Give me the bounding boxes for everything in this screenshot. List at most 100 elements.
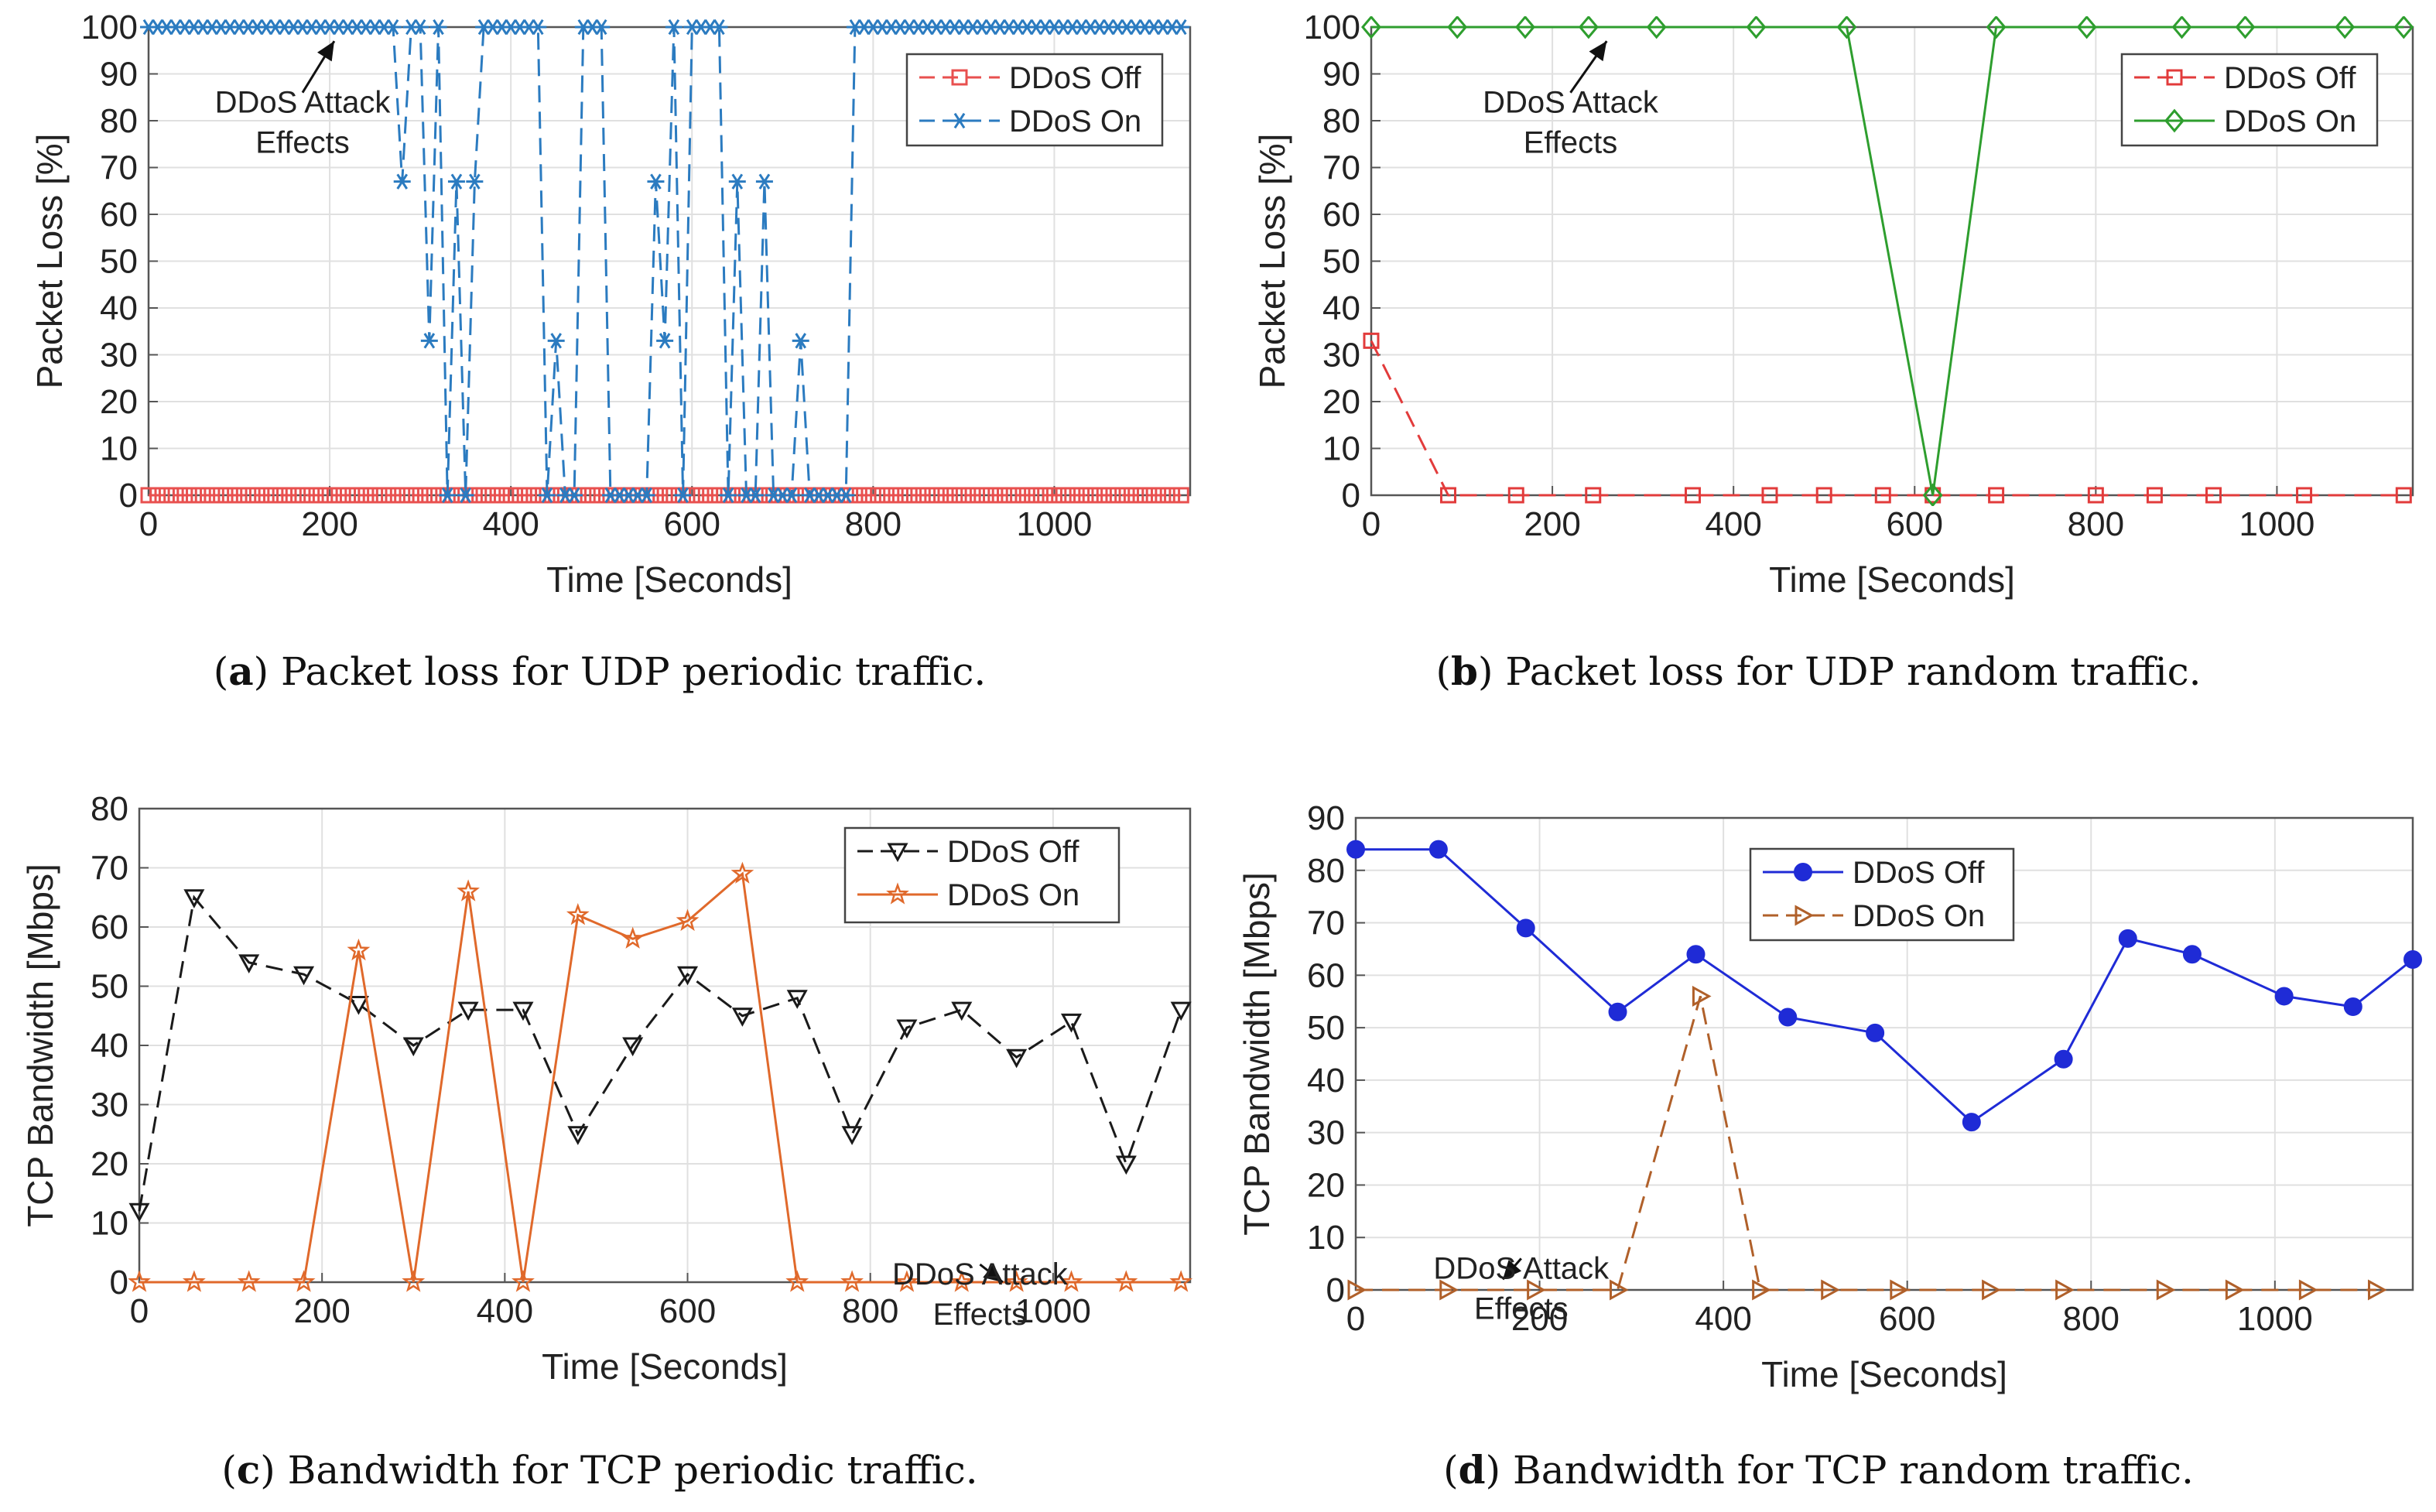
- y-tick-label: 20: [1322, 383, 1360, 421]
- data-point-ddos-on: [656, 333, 674, 349]
- data-point-ddos-off: [2395, 487, 2412, 504]
- x-axis-label: Time [Seconds]: [546, 559, 792, 600]
- axes-box: [1354, 816, 2414, 1291]
- data-point-ddos-on: [710, 19, 728, 36]
- y-tick-label: 50: [1322, 243, 1360, 281]
- series-line-ddos-off: [1370, 340, 2404, 497]
- y-axis-label: Packet Loss [%]: [29, 134, 70, 389]
- data-point-ddos-on: [447, 173, 465, 190]
- data-point-ddos-off: [158, 487, 175, 504]
- legend: DDoS Off DDoS On: [2120, 53, 2379, 147]
- legend-label: DDoS On: [1009, 104, 1141, 139]
- data-point-ddos-off: [693, 487, 710, 504]
- data-point-ddos-off: [622, 1037, 644, 1057]
- data-point-ddos-off: [402, 487, 419, 504]
- data-point-ddos-off: [1073, 487, 1090, 504]
- series-line-ddos-on: [1356, 995, 2376, 1291]
- data-point-ddos-off: [511, 487, 529, 504]
- data-point-ddos-on: [2055, 1279, 2075, 1301]
- y-tick-label: 100: [1304, 9, 1360, 46]
- y-tick-label: 90: [1307, 799, 1345, 837]
- y-tick-label: 100: [81, 9, 138, 46]
- y-tick-label: 80: [1307, 852, 1345, 890]
- data-point-ddos-off: [1346, 840, 1365, 859]
- y-axis-label: TCP Bandwidth [Mbps]: [1237, 872, 1277, 1236]
- data-point-ddos-off: [973, 487, 990, 504]
- x-tick-label: 0: [130, 1292, 149, 1330]
- data-point-ddos-off: [1091, 487, 1108, 504]
- y-tick-label: 20: [100, 383, 138, 421]
- data-point-ddos-off: [1115, 1155, 1137, 1175]
- data-point-ddos-on: [538, 487, 556, 504]
- data-point-ddos-off: [128, 1202, 150, 1223]
- legend-box: [1749, 847, 2015, 942]
- data-point-ddos-off: [294, 487, 311, 504]
- caption-b-text: ) Packet loss for UDP random traffic.: [1477, 649, 2202, 694]
- data-point-ddos-off: [238, 954, 260, 974]
- data-point-ddos-on: [385, 19, 402, 36]
- data-point-ddos-off: [919, 487, 936, 504]
- data-point-ddos-on: [1347, 1279, 1367, 1301]
- y-tick-label: 80: [91, 790, 128, 828]
- data-point-ddos-off: [676, 966, 699, 986]
- chart-d: 0 200 400 600 800 1000 0 10 20 30 40 50 60 70 80 90 Time…: [1237, 799, 2422, 1394]
- data-point-ddos-off: [1778, 1007, 1798, 1027]
- legend-marker: [2166, 69, 2183, 86]
- data-point-ddos-on: [547, 333, 565, 349]
- caption-d: (d) Bandwidth for TCP random traffic.: [1443, 1447, 2194, 1493]
- data-point-ddos-on: [730, 861, 754, 884]
- y-tick-label: 70: [91, 850, 128, 888]
- data-point-ddos-off: [1164, 487, 1181, 504]
- data-point-ddos-on: [439, 487, 457, 504]
- x-tick-label: 1000: [2237, 1300, 2313, 1338]
- caption-d-text: ) Bandwidth for TCP random traffic.: [1485, 1448, 2194, 1493]
- annotation-text: Effects: [933, 1298, 1028, 1332]
- data-point-ddos-off: [1045, 487, 1062, 504]
- data-point-ddos-off: [2296, 487, 2313, 504]
- annotation-text: Effects: [1524, 126, 1618, 160]
- data-point-ddos-off: [149, 487, 166, 504]
- y-tick-label: 40: [100, 289, 138, 327]
- data-point-ddos-off: [1145, 487, 1162, 504]
- data-point-ddos-off: [1118, 487, 1135, 504]
- data-point-ddos-off: [955, 487, 972, 504]
- series-line-ddos-off: [1356, 848, 2414, 1124]
- y-tick-label: 80: [100, 102, 138, 140]
- y-tick-label: 20: [91, 1145, 128, 1183]
- data-point-ddos-on: [237, 1270, 261, 1292]
- legend-marker: [2164, 108, 2185, 133]
- data-point-ddos-off: [1761, 487, 1778, 504]
- data-point-ddos-on: [621, 926, 645, 949]
- data-point-ddos-off: [1439, 487, 1456, 504]
- data-point-ddos-on: [457, 487, 474, 504]
- data-point-ddos-on: [1821, 1279, 1840, 1301]
- legend-label: DDoS Off: [947, 835, 1079, 869]
- data-point-ddos-on: [837, 487, 855, 504]
- annotation-text: Effects: [1474, 1291, 1569, 1326]
- data-point-ddos-off: [2403, 950, 2422, 969]
- data-point-ddos-off: [1608, 1002, 1627, 1021]
- data-point-ddos-off: [1060, 1013, 1083, 1033]
- data-point-ddos-off: [1363, 332, 1380, 349]
- x-tick-label: 200: [1511, 1300, 1568, 1338]
- caption-d-letter: d: [1458, 1447, 1486, 1493]
- caption-c-text: ) Bandwidth for TCP periodic traffic.: [260, 1448, 978, 1493]
- data-point-ddos-off: [347, 995, 369, 1015]
- y-tick-label: 60: [1307, 956, 1345, 994]
- data-point-ddos-off: [2087, 487, 2104, 504]
- x-tick-label: 200: [1524, 505, 1580, 543]
- data-point-ddos-off: [656, 487, 673, 504]
- series-line-ddos-on: [1371, 26, 2404, 496]
- data-point-ddos-off: [285, 487, 302, 504]
- data-point-ddos-off: [896, 1019, 918, 1039]
- chart-a: 0 200 400 600 800 10000102030405060708090100T…: [29, 9, 1192, 600]
- data-point-ddos-on: [128, 1270, 151, 1292]
- x-tick-label: 1000: [1016, 505, 1092, 543]
- y-tick-label: 30: [1307, 1114, 1345, 1152]
- x-tick-label: 0: [1362, 505, 1381, 543]
- data-point-ddos-on: [1692, 985, 1712, 1007]
- data-point-ddos-on: [1527, 1279, 1546, 1301]
- data-point-ddos-on: [1890, 1279, 1909, 1301]
- data-point-ddos-on: [2298, 1279, 2318, 1301]
- caption-b-letter: b: [1451, 648, 1478, 694]
